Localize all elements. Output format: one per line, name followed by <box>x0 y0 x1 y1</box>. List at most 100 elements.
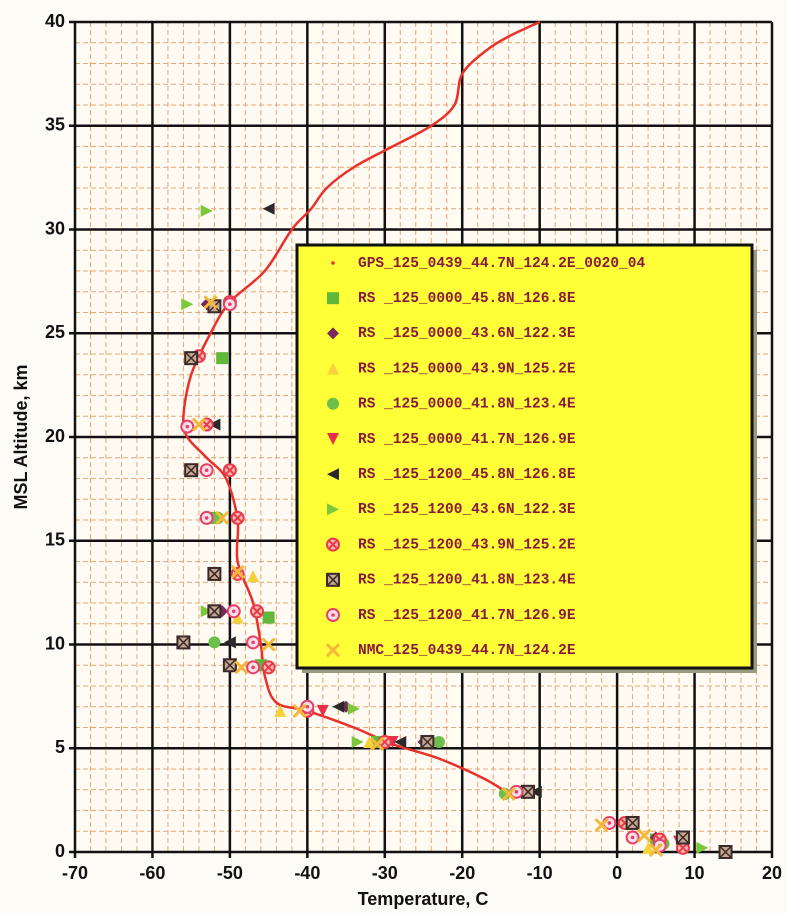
marker <box>247 570 260 583</box>
marker <box>208 418 221 431</box>
marker <box>696 841 709 854</box>
marker-shape <box>232 513 243 523</box>
x-tick-label: -10 <box>527 863 553 883</box>
marker <box>675 830 690 845</box>
marker <box>529 785 542 798</box>
marker-shape <box>521 785 535 799</box>
marker <box>347 702 360 715</box>
marker <box>222 297 237 312</box>
marker <box>261 660 276 675</box>
marker-shape <box>327 433 339 445</box>
marker <box>246 660 261 675</box>
marker <box>594 817 609 833</box>
marker <box>249 604 264 619</box>
marker-shape <box>203 295 218 310</box>
x-tick-label: -50 <box>217 863 243 883</box>
x-tick-label: -20 <box>449 863 475 883</box>
marker-shape <box>642 841 655 854</box>
marker-shape <box>208 636 221 649</box>
marker <box>351 736 364 749</box>
marker <box>199 463 214 478</box>
marker <box>208 636 221 649</box>
marker <box>215 510 230 525</box>
marker-shape <box>208 418 221 431</box>
marker <box>331 261 335 265</box>
marker <box>675 840 690 855</box>
legend-label: NMC_125_0439_44.7N_124.2E <box>358 643 576 659</box>
marker <box>327 327 339 340</box>
marker-shape <box>231 611 244 624</box>
marker <box>262 202 275 215</box>
x-tick-label: -70 <box>62 863 88 883</box>
marker <box>498 787 511 800</box>
marker <box>327 503 339 516</box>
marker-shape <box>630 835 635 840</box>
marker-shape <box>263 662 274 673</box>
marker-shape <box>327 362 339 375</box>
marker <box>625 815 640 830</box>
marker-shape <box>185 424 190 429</box>
marker-shape <box>225 465 235 475</box>
marker <box>327 397 339 410</box>
marker <box>184 351 199 366</box>
marker <box>191 417 206 432</box>
marker <box>207 604 222 619</box>
marker-shape <box>326 573 340 587</box>
marker-shape <box>394 736 407 749</box>
marker-shape <box>223 658 237 672</box>
x-tick-label: -30 <box>372 863 398 883</box>
marker-shape <box>251 640 255 645</box>
marker-shape <box>607 821 612 825</box>
legend-label: RS _125_1200_41.8N_123.4E <box>358 573 576 589</box>
marker-shape <box>292 703 307 718</box>
marker <box>332 700 345 713</box>
x-tick-label: -40 <box>294 863 320 883</box>
marker-shape <box>347 702 360 715</box>
marker <box>292 703 307 718</box>
x-tick-label: 0 <box>612 863 622 883</box>
marker <box>327 468 339 481</box>
marker <box>432 736 445 749</box>
marker <box>363 736 376 749</box>
marker-shape <box>207 604 221 618</box>
marker-shape <box>228 302 232 307</box>
marker-shape <box>331 613 335 617</box>
marker <box>326 537 340 552</box>
x-tick-label: -60 <box>139 863 165 883</box>
marker <box>246 635 261 650</box>
marker-shape <box>204 468 209 473</box>
legend-label: RS _125_0000_43.9N_125.2E <box>358 361 576 377</box>
marker <box>327 292 339 305</box>
y-tick-label: 0 <box>55 841 65 861</box>
marker <box>262 611 275 624</box>
marker-shape <box>351 736 364 749</box>
marker-shape <box>327 503 339 516</box>
marker-shape <box>212 511 225 524</box>
marker <box>718 845 733 859</box>
marker-shape <box>234 660 249 675</box>
marker-shape <box>678 843 688 853</box>
marker-shape <box>327 327 339 340</box>
legend-label: RS _125_0000_43.6N_122.3E <box>358 326 576 342</box>
marker <box>369 737 385 752</box>
marker-shape <box>215 510 230 525</box>
x-tick-label: 10 <box>685 863 705 883</box>
marker-shape <box>262 202 275 215</box>
marker <box>261 637 276 652</box>
marker <box>300 699 315 714</box>
marker-shape <box>696 841 709 854</box>
marker <box>212 511 225 524</box>
x-axis-title: Temperature, C <box>358 889 489 909</box>
marker-shape <box>719 845 733 859</box>
marker-shape <box>274 704 287 717</box>
marker <box>203 295 218 310</box>
marker-shape <box>261 637 276 652</box>
legend: GPS_125_0439_44.7N_124.2E_0020_04 RS _125… <box>325 256 645 659</box>
marker <box>394 736 407 749</box>
marker-shape <box>200 605 213 618</box>
marker-shape <box>216 352 229 365</box>
legend-label: GPS_125_0439_44.7N_124.2E_0020_04 <box>358 256 645 272</box>
marker <box>222 658 237 673</box>
legend-label: RS _125_1200_41.7N_126.9E <box>358 608 576 624</box>
marker-shape <box>594 817 609 833</box>
